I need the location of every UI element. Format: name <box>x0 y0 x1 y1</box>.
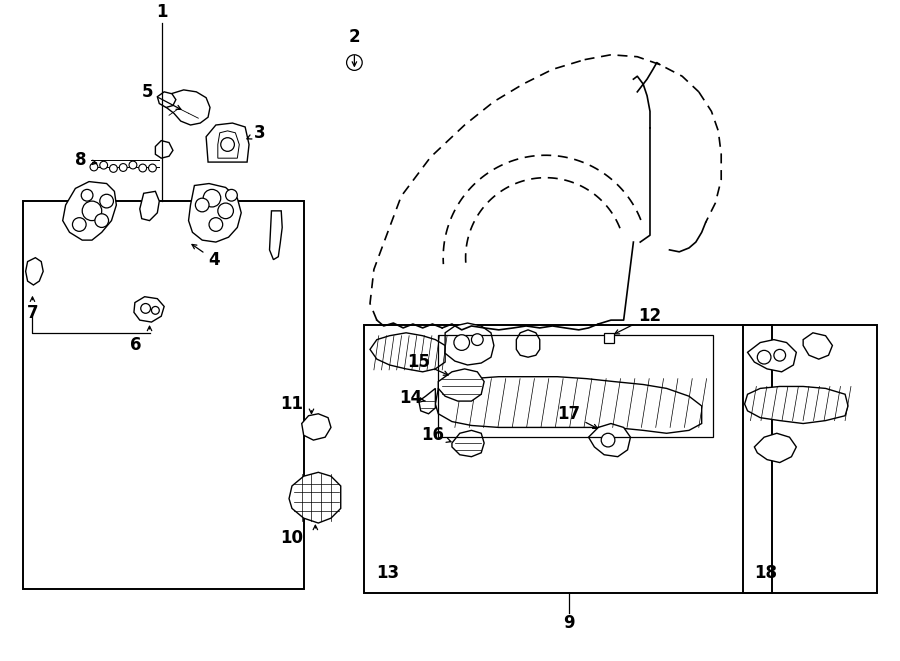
Polygon shape <box>189 184 241 242</box>
Circle shape <box>90 163 98 171</box>
Polygon shape <box>140 191 159 221</box>
Polygon shape <box>436 377 702 433</box>
Bar <box>364 325 772 594</box>
Circle shape <box>226 190 238 201</box>
Text: 12: 12 <box>615 307 662 334</box>
Polygon shape <box>134 297 164 322</box>
Polygon shape <box>206 123 249 162</box>
Polygon shape <box>289 473 341 523</box>
Polygon shape <box>517 330 540 357</box>
Text: 14: 14 <box>400 389 426 407</box>
Circle shape <box>82 201 102 221</box>
Circle shape <box>151 307 159 314</box>
Circle shape <box>774 350 786 361</box>
Circle shape <box>110 165 117 173</box>
Bar <box>22 201 303 590</box>
Text: 16: 16 <box>421 426 451 444</box>
Polygon shape <box>25 258 43 285</box>
Text: 6: 6 <box>130 336 141 354</box>
Polygon shape <box>158 92 176 108</box>
Text: 10: 10 <box>281 529 303 547</box>
Polygon shape <box>803 332 833 359</box>
Text: 13: 13 <box>376 564 399 582</box>
Text: 8: 8 <box>76 151 96 169</box>
Circle shape <box>601 433 615 447</box>
Text: 7: 7 <box>27 304 39 323</box>
Circle shape <box>195 198 209 212</box>
Polygon shape <box>63 182 116 240</box>
Circle shape <box>203 190 220 207</box>
Circle shape <box>129 161 137 169</box>
Bar <box>438 334 714 437</box>
Bar <box>742 325 878 594</box>
Polygon shape <box>438 369 484 401</box>
Text: 18: 18 <box>754 564 778 582</box>
Polygon shape <box>218 131 239 158</box>
Text: 4: 4 <box>192 245 220 268</box>
Circle shape <box>220 137 234 151</box>
Text: 1: 1 <box>157 3 168 20</box>
Text: 11: 11 <box>281 395 303 413</box>
Polygon shape <box>269 211 283 260</box>
Polygon shape <box>754 433 796 463</box>
Polygon shape <box>418 389 436 414</box>
Circle shape <box>73 217 86 231</box>
Polygon shape <box>744 387 848 424</box>
Circle shape <box>120 164 127 171</box>
Circle shape <box>148 164 157 172</box>
Circle shape <box>94 214 109 227</box>
Circle shape <box>218 203 233 219</box>
Circle shape <box>140 303 150 313</box>
Text: 5: 5 <box>142 83 181 110</box>
Circle shape <box>472 334 483 346</box>
Circle shape <box>346 55 362 70</box>
Circle shape <box>209 217 222 231</box>
Circle shape <box>454 334 470 350</box>
Text: 9: 9 <box>563 613 575 631</box>
Polygon shape <box>302 414 331 440</box>
Polygon shape <box>589 424 631 457</box>
Circle shape <box>100 194 113 208</box>
Polygon shape <box>604 332 614 342</box>
Circle shape <box>81 190 93 201</box>
Text: 15: 15 <box>408 353 448 375</box>
Text: 17: 17 <box>557 405 598 428</box>
Polygon shape <box>156 141 173 158</box>
Circle shape <box>139 164 147 172</box>
Polygon shape <box>161 90 210 125</box>
Polygon shape <box>370 332 446 372</box>
Text: 3: 3 <box>247 124 266 142</box>
Text: 2: 2 <box>348 28 360 46</box>
Polygon shape <box>748 340 796 372</box>
Circle shape <box>100 161 108 169</box>
Circle shape <box>757 350 771 364</box>
Polygon shape <box>446 323 494 365</box>
Polygon shape <box>452 430 484 457</box>
